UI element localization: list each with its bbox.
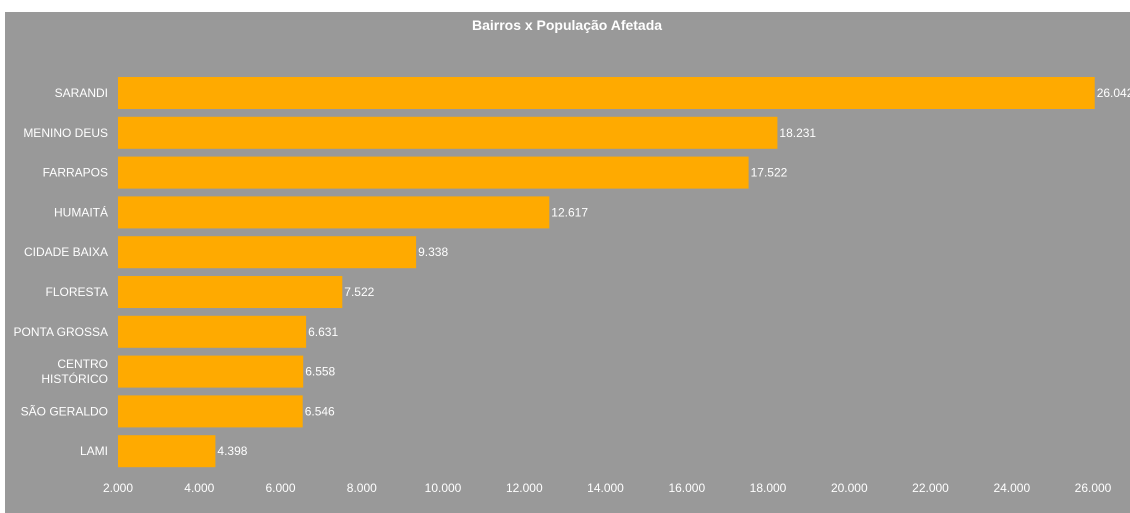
x-tick-label: 6.000 — [265, 481, 295, 495]
value-label: 7.522 — [344, 285, 374, 299]
x-tick-label: 2.000 — [103, 481, 133, 495]
value-label: 6.546 — [305, 404, 335, 418]
value-label: 17.522 — [751, 166, 788, 180]
value-label: 6.558 — [305, 365, 335, 379]
bar — [118, 355, 304, 388]
category-labels-group: SARANDI MENINO DEUS FARRAPOS HUMAITÁ CIDADE … — [14, 86, 108, 458]
category-label: CENTRO HISTÓRICO — [41, 357, 108, 386]
x-tick-label: 12.000 — [506, 481, 543, 495]
category-label: SÃO GERALDO — [21, 404, 108, 418]
bar — [118, 435, 216, 468]
value-labels-group: 26.042 18.231 17.522 12.617 9.338 7.522 6.631 6… — [217, 86, 1130, 458]
category-label: SARANDI — [55, 86, 108, 100]
x-tick-label: 10.000 — [425, 481, 462, 495]
x-tick-label: 24.000 — [993, 481, 1030, 495]
bar-chart: Bairros x População Afetada SARANDI MENIN… — [14, 17, 1130, 495]
category-label: CIDADE BAIXA — [24, 245, 108, 259]
x-tick-label: 26.000 — [1075, 481, 1112, 495]
value-label: 9.338 — [418, 245, 448, 259]
chart-title: Bairros x População Afetada — [472, 17, 662, 33]
value-label: 6.631 — [308, 325, 338, 339]
x-tick-label: 4.000 — [184, 481, 214, 495]
value-label: 26.042 — [1097, 86, 1130, 100]
bar — [118, 276, 343, 308]
x-tick-label: 8.000 — [347, 481, 377, 495]
category-label: MENINO DEUS — [23, 126, 108, 140]
chart-panel: Bairros x População Afetada SARANDI MENIN… — [5, 12, 1130, 513]
x-tick-label: 16.000 — [668, 481, 705, 495]
x-tick-label: 18.000 — [750, 481, 787, 495]
x-tick-label: 22.000 — [912, 481, 949, 495]
category-label: FLORESTA — [46, 285, 108, 299]
bar — [118, 116, 778, 149]
bar — [118, 77, 1095, 109]
x-axis-ticks-group: 2.000 4.000 6.000 8.000 10.000 12.000 14.000 16… — [103, 481, 1112, 495]
bars-group — [118, 77, 1095, 468]
value-label: 12.617 — [551, 205, 588, 219]
bar — [118, 156, 749, 189]
category-label: LAMI — [80, 444, 108, 458]
bar — [118, 236, 417, 269]
value-label: 18.231 — [779, 126, 816, 140]
category-label: PONTA GROSSA — [14, 325, 108, 339]
bar — [118, 196, 550, 229]
value-label: 4.398 — [217, 444, 247, 458]
category-label: FARRAPOS — [43, 166, 108, 180]
category-label: HUMAITÁ — [54, 204, 108, 219]
bar — [118, 315, 307, 348]
x-tick-label: 14.000 — [587, 481, 624, 495]
bar — [118, 395, 303, 428]
x-tick-label: 20.000 — [831, 481, 868, 495]
